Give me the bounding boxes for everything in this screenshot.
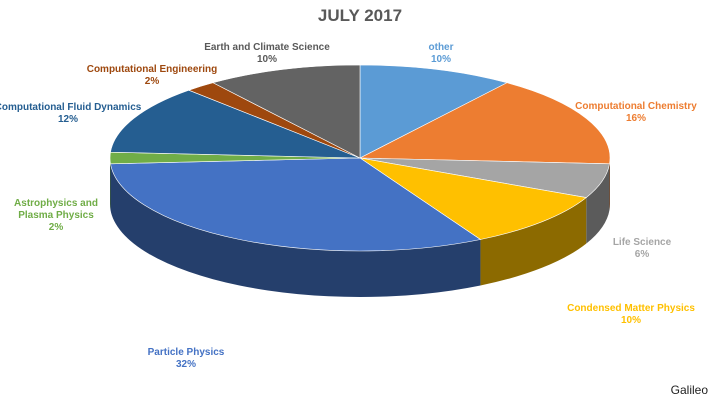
pie-side-particle-physics	[110, 163, 481, 297]
label-computational-fluid-dynamics: Computational Fluid Dynamics 12%	[0, 102, 141, 126]
watermark: Galileo	[670, 383, 708, 397]
pie-side-condensed-matter-physics	[480, 197, 587, 286]
label-condensed-matter-physics-pct: 10%	[620, 315, 641, 326]
label-astrophysics: Astrophysics and Plasma Physics 2%	[0, 198, 112, 234]
pie-slice-computational-chemistry	[359, 82, 611, 165]
label-other: other 10%	[429, 42, 454, 66]
label-earth-climate-science-name: Earth and Climate Science	[204, 42, 330, 53]
label-life-science-pct: 6%	[634, 249, 650, 260]
label-particle-physics: Particle Physics 32%	[148, 347, 225, 371]
label-astrophysics-pct: 2%	[48, 222, 64, 233]
label-particle-physics-name: Particle Physics	[147, 347, 225, 358]
pie-slice-condensed-matter-physics	[359, 157, 587, 240]
pie-slice-earth-and-climate-science	[212, 64, 361, 159]
label-computational-fluid-dynamics-name: Computational Fluid Dynamics	[0, 102, 142, 113]
label-other-pct: 10%	[430, 54, 451, 65]
pie-side-life-science	[586, 163, 610, 244]
label-computational-engineering-pct: 2%	[144, 76, 160, 87]
label-computational-fluid-dynamics-pct: 12%	[57, 114, 78, 125]
label-earth-climate-science-pct: 10%	[256, 54, 278, 65]
label-astrophysics-name: Astrophysics and Plasma Physics	[14, 198, 98, 221]
label-condensed-matter-physics: Condensed Matter Physics 10%	[567, 303, 695, 327]
pie-slice-computational-fluid-dynamics	[110, 89, 361, 159]
label-computational-chemistry: Computational Chemistry 16%	[575, 101, 697, 125]
pie-slice-particle-physics	[110, 157, 482, 252]
label-computational-engineering: Computational Engineering 2%	[87, 64, 218, 88]
label-other-name: other	[428, 42, 454, 53]
label-earth-climate-science: Earth and Climate Science 10%	[204, 42, 330, 66]
pie-sides	[110, 158, 610, 297]
label-life-science: Life Science 6%	[613, 237, 671, 261]
label-computational-chemistry-pct: 16%	[625, 113, 646, 124]
label-particle-physics-pct: 32%	[175, 359, 196, 370]
label-condensed-matter-physics-name: Condensed Matter Physics	[567, 303, 695, 314]
label-computational-engineering-name: Computational Engineering	[86, 64, 218, 75]
chart-title: JULY 2017	[317, 6, 403, 25]
label-computational-chemistry-name: Computational Chemistry	[575, 101, 697, 112]
pie-slice-other	[359, 64, 508, 159]
label-life-science-name: Life Science	[612, 237, 672, 248]
pie-top	[109, 64, 611, 252]
